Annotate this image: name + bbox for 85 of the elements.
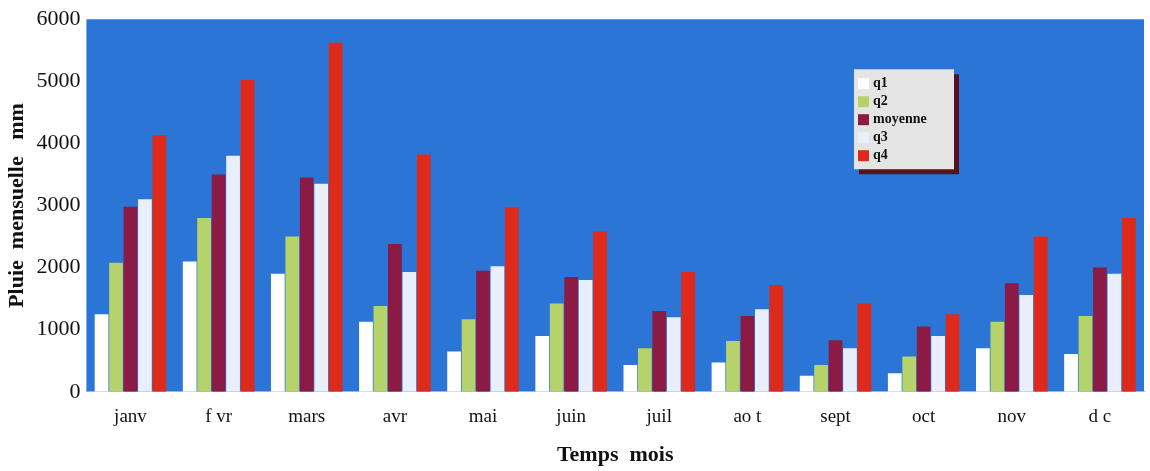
bar: [637, 348, 652, 392]
bar: [123, 206, 138, 392]
legend-label: q4: [873, 146, 888, 162]
bar: [931, 335, 945, 392]
bar: [211, 174, 226, 392]
x-axis-title: Temps mois: [556, 441, 674, 467]
bar: [990, 321, 1005, 392]
bar: [299, 177, 314, 392]
bar: [197, 217, 212, 392]
legend-label: moyenne: [873, 110, 927, 126]
bar: [754, 309, 769, 392]
x-tick-label: mai: [468, 405, 498, 427]
x-tick-label: mars: [288, 405, 326, 427]
bar: [945, 314, 960, 392]
bar: [1033, 236, 1048, 392]
bar: [416, 154, 431, 392]
y-tick-label: 1000: [36, 315, 81, 341]
bar: [976, 348, 990, 392]
legend-label: q3: [873, 128, 888, 144]
bar: [447, 351, 461, 392]
bar: [226, 155, 240, 392]
legend-label: q1: [873, 74, 888, 90]
bar: [314, 183, 329, 392]
bar: [94, 314, 109, 392]
bar: [681, 271, 696, 392]
bar: [505, 207, 519, 392]
bar: [109, 262, 123, 392]
bar: [740, 316, 755, 392]
x-tick-label: nov: [997, 405, 1027, 427]
bar: [270, 273, 285, 392]
bar: [887, 373, 902, 392]
bar: [535, 335, 550, 392]
bar: [549, 303, 564, 392]
legend-label: q2: [873, 92, 888, 108]
bar: [1121, 217, 1136, 392]
bar: [328, 42, 343, 392]
bar: [490, 266, 505, 392]
x-tick-label: ao t: [733, 405, 763, 427]
y-tick-label: 4000: [36, 129, 81, 155]
bar: [666, 317, 681, 392]
bar: [711, 362, 726, 392]
bar: [769, 284, 784, 392]
bar: [402, 271, 417, 392]
bar: [138, 199, 152, 392]
bar: [843, 348, 857, 392]
bar: [285, 236, 300, 392]
x-tick-label: juin: [555, 405, 587, 427]
bar: [857, 303, 872, 392]
bar: [578, 280, 593, 392]
bar: [182, 261, 197, 392]
y-tick-label: 0: [69, 377, 81, 403]
bar: [916, 326, 931, 392]
bar: [1064, 353, 1078, 392]
bar: [1107, 273, 1122, 392]
bar: [814, 365, 828, 392]
bar: [373, 306, 388, 392]
bar: [902, 356, 917, 392]
x-tick-label: avr: [382, 405, 408, 427]
bar: [461, 319, 476, 392]
x-tick-label: d c: [1088, 405, 1112, 427]
x-tick-label: f vr: [205, 405, 233, 427]
bar: [828, 340, 843, 392]
bar: [726, 340, 740, 392]
bar: [240, 80, 255, 392]
x-tick-label: janv: [113, 405, 148, 427]
bar: [623, 365, 638, 392]
y-axis-title: Pluie mensuelle mm: [2, 103, 28, 308]
bar: [652, 311, 667, 392]
x-tick-label: juil: [645, 405, 672, 427]
bar: [388, 244, 402, 392]
bar: [1093, 267, 1107, 392]
bar: [476, 270, 490, 392]
bar: [152, 135, 167, 392]
bar: [359, 321, 373, 392]
x-tick-label: oct: [912, 405, 936, 427]
bar: [564, 276, 578, 392]
y-tick-label: 5000: [36, 67, 81, 93]
x-tick-label: sept: [820, 405, 852, 427]
bar: [1004, 283, 1019, 392]
y-tick-label: 2000: [36, 253, 81, 279]
bar: [1019, 294, 1034, 392]
y-tick-label: 3000: [36, 191, 81, 217]
y-tick-label: 6000: [36, 4, 81, 30]
bar: [1078, 316, 1093, 392]
bar: [593, 231, 607, 392]
